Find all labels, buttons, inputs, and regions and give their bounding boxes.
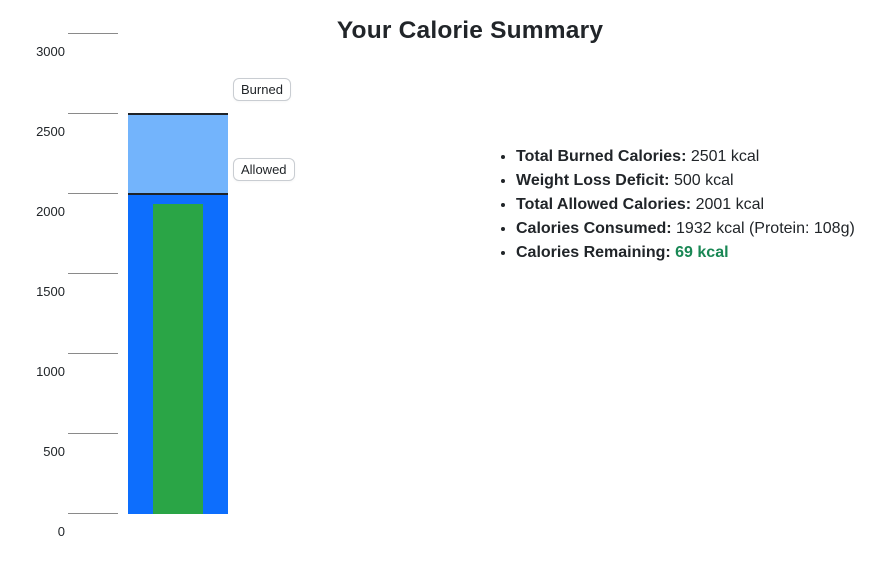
y-axis-tick-label: 0: [57, 524, 65, 539]
summary-item-value: 500 kcal: [673, 172, 734, 189]
summary-item: Calories Consumed: 1932 kcal (Protein: 1…: [516, 217, 855, 241]
y-axis-tick: [68, 353, 118, 354]
y-axis-tick-label: 1000: [36, 364, 65, 379]
bar-label-burned: Burned: [233, 77, 291, 101]
calorie-chart: 0 500 1000 1500 2000 2500 3000 Burned Allowed: [0, 0, 345, 569]
summary-item-value: 2001 kcal: [695, 196, 765, 213]
y-axis-tick: [68, 193, 118, 194]
summary-item-label: Total Burned Calories:: [516, 148, 691, 165]
y-axis-tick: [68, 433, 118, 434]
summary-item: Calories Remaining: 69 kcal: [516, 241, 855, 265]
summary-item-label: Calories Remaining:: [516, 244, 676, 261]
bar-label-allowed: Allowed: [233, 157, 295, 181]
summary-item-value: 1932 kcal (Protein: 108g): [676, 220, 855, 237]
summary-item-label: Total Allowed Calories:: [516, 196, 696, 213]
y-axis-tick-label: 2500: [36, 124, 65, 139]
y-axis-tick-label: 500: [43, 444, 65, 459]
y-axis-tick: [68, 33, 118, 34]
summary-item-label: Calories Consumed:: [516, 220, 677, 237]
y-axis-tick: [68, 513, 118, 514]
page-title: Your Calorie Summary: [336, 17, 604, 44]
summary-list: Total Burned Calories: 2501 kcalWeight L…: [498, 145, 855, 265]
bar-consumed: [153, 203, 203, 514]
y-axis-tick: [68, 273, 118, 274]
summary-item: Total Allowed Calories: 2001 kcal: [516, 193, 855, 217]
y-axis-tick-label: 3000: [36, 44, 65, 59]
summary-item: Weight Loss Deficit: 500 kcal: [516, 169, 855, 193]
summary-item-value: 2501 kcal: [690, 148, 760, 165]
summary-item-value: 69 kcal: [675, 244, 729, 261]
y-axis-tick-label: 1500: [36, 284, 65, 299]
y-axis-tick: [68, 113, 118, 114]
y-axis-tick-label: 2000: [36, 204, 65, 219]
summary-item-label: Weight Loss Deficit:: [516, 172, 674, 189]
summary-item: Total Burned Calories: 2501 kcal: [516, 145, 855, 169]
